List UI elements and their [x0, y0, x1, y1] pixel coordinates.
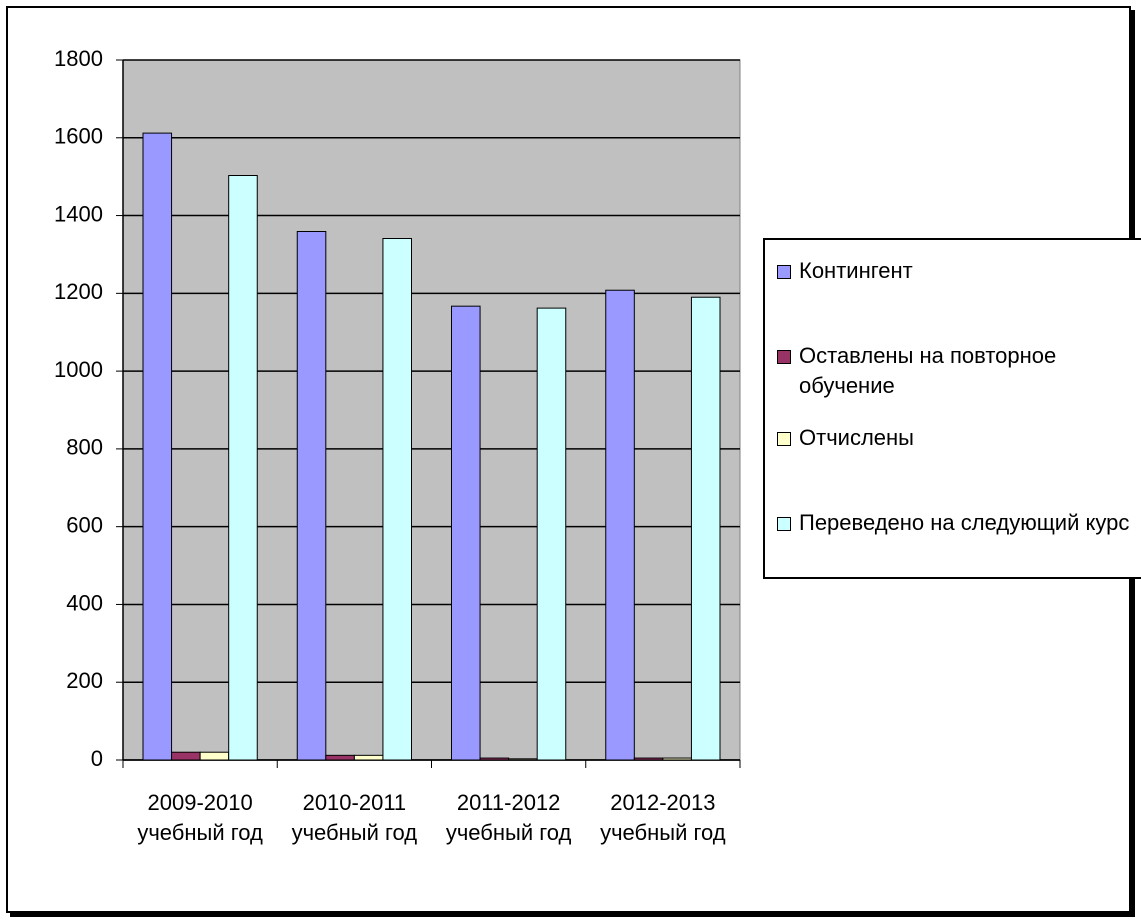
legend-item: Отчислены [777, 423, 1137, 453]
legend-item: Контингент [777, 256, 1137, 286]
plot-area [122, 59, 741, 761]
bar [633, 757, 664, 761]
legend-item: Оставлены на повторное обучение [777, 341, 1137, 401]
x-tick-label: 2011-2012 учебный год [445, 790, 572, 845]
legend-item: Переведено на следующий курс [777, 508, 1137, 538]
y-tick-label: 1600 [54, 124, 103, 149]
legend-label: Оставлены на повторное обучение [799, 343, 1057, 398]
bar [228, 175, 258, 761]
bar [508, 758, 538, 761]
bar [690, 296, 721, 761]
legend-swatch [777, 432, 791, 446]
bar [353, 754, 384, 761]
bar [662, 757, 692, 761]
bar [171, 751, 201, 761]
x-tick-label: 2012-2013 учебный год [600, 790, 726, 845]
bar [536, 307, 567, 761]
legend-label: Переведено на следующий курс [799, 510, 1130, 535]
bar [382, 238, 412, 761]
y-tick-label: 200 [66, 668, 103, 693]
legend-swatch [777, 350, 791, 364]
y-tick-label: 1800 [54, 46, 103, 71]
x-tick-label: 2010-2011 учебный год [291, 790, 418, 845]
legend-label: Контингент [799, 258, 913, 283]
bar [296, 231, 327, 761]
y-tick-label: 400 [66, 590, 103, 615]
bar [479, 757, 510, 761]
y-tick-label: 0 [91, 746, 103, 771]
bar [325, 754, 355, 761]
y-tick-label: 1400 [54, 201, 103, 226]
bar [605, 289, 635, 761]
y-tick-label: 1000 [54, 357, 103, 382]
x-tick-label: 2009-2010 учебный год [137, 790, 263, 845]
legend-label: Отчислены [799, 425, 914, 450]
y-tick-label: 600 [66, 512, 103, 537]
legend-swatch [777, 517, 791, 531]
bar [451, 305, 481, 761]
legend: Контингент Оставлены на повторное обучени… [763, 238, 1141, 579]
bar [142, 132, 173, 761]
legend-swatch [777, 265, 791, 279]
y-tick-label: 1200 [54, 279, 103, 304]
bar [199, 751, 230, 761]
y-tick-label: 800 [66, 435, 103, 460]
